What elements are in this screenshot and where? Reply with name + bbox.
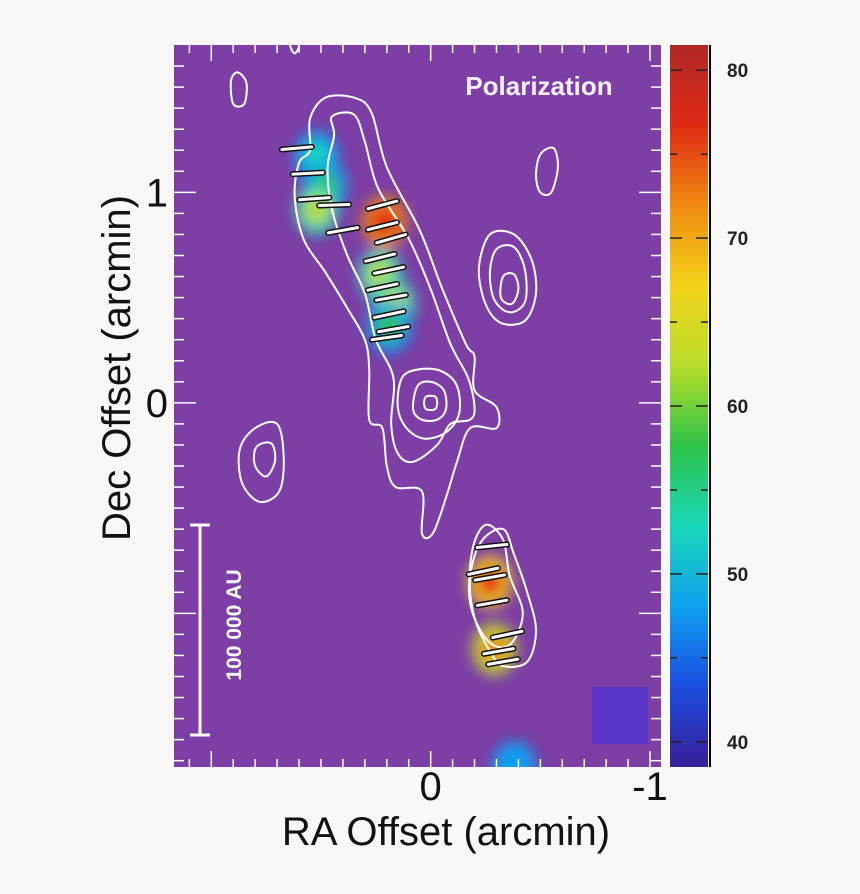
y-tick-label: 0 — [146, 382, 168, 426]
polarization-vector — [474, 597, 510, 609]
polarization-vector — [296, 194, 333, 203]
colorbar-tick-label: 70 — [727, 229, 748, 250]
polarization-vector — [368, 332, 405, 343]
polarization-vectors — [278, 143, 526, 668]
polarization-vector — [465, 565, 501, 578]
plot-area — [174, 45, 661, 767]
vector-line — [280, 145, 314, 151]
polarization-vector — [489, 628, 526, 641]
contour-line — [534, 146, 559, 196]
beam-size-marker — [592, 687, 648, 744]
polarization-vector — [316, 201, 353, 209]
vector-line — [486, 657, 520, 666]
polarization-vector — [375, 323, 412, 335]
contour-line — [477, 229, 538, 326]
colorbar-tick-label: 40 — [727, 733, 748, 754]
vector-line — [375, 233, 408, 245]
polarization-vector — [371, 264, 407, 277]
contour-line — [252, 441, 277, 478]
vector-line — [475, 542, 509, 550]
scale-bar-label: 100 000 AU — [223, 569, 246, 680]
panel-label: Polarization — [465, 71, 612, 101]
contour-line — [326, 111, 476, 464]
y-tick-label: 1 — [146, 171, 168, 215]
vector-line — [366, 282, 399, 292]
vector-line — [491, 629, 524, 640]
colorbar: 80 70 60 50 40 — [670, 45, 748, 767]
polarization-vector — [474, 541, 511, 551]
x-tick-label: -1 — [632, 765, 668, 809]
polarization-vector — [485, 656, 521, 668]
contour-line — [423, 394, 439, 411]
colorbar-tick-label: 50 — [727, 565, 748, 586]
colorbar-tick-label: 60 — [727, 397, 748, 418]
polarization-vector — [373, 291, 409, 304]
polarization-vector — [371, 308, 407, 321]
contour-line — [237, 420, 285, 504]
vector-line — [370, 334, 404, 342]
contour-line — [396, 367, 462, 440]
vector-line — [317, 202, 351, 208]
polarization-vector — [289, 169, 326, 178]
polarization-vector — [362, 250, 398, 265]
vector-line — [366, 220, 399, 232]
x-tick-label: 0 — [420, 765, 442, 809]
vector-line — [475, 598, 509, 607]
vector-line — [374, 293, 408, 302]
contour-line — [468, 527, 538, 668]
contour-line — [411, 380, 448, 422]
vector-line — [326, 226, 360, 235]
axis-ticks — [174, 45, 661, 767]
contour-line — [488, 244, 528, 314]
x-axis-label: RA Offset (arcmin) — [282, 810, 610, 854]
contour-line — [229, 71, 248, 108]
y-axis-label: Dec Offset (arcmin) — [95, 195, 139, 541]
intensity-contours — [229, 45, 559, 668]
contour-line — [289, 45, 301, 55]
vector-line — [364, 252, 397, 263]
polarization-vector — [364, 198, 400, 212]
polarization-vector — [373, 231, 409, 246]
scale-bar: 100 000 AU — [190, 523, 246, 737]
colorbar-ticks: 80 70 60 50 40 — [670, 61, 748, 754]
polarization-vector — [325, 224, 361, 236]
vector-line — [366, 199, 399, 211]
contour-line — [499, 272, 520, 306]
contour-line — [468, 523, 524, 649]
tick-labels: 0 -1 1 0 — [146, 171, 668, 809]
polarization-vector — [364, 280, 401, 294]
vector-line — [473, 573, 507, 582]
vector-line — [377, 325, 410, 334]
vector-line — [467, 566, 500, 576]
polarization-vector — [480, 645, 517, 657]
colorbar-tick-label: 80 — [727, 61, 748, 82]
vector-line — [482, 647, 515, 656]
vector-line — [372, 309, 406, 320]
polarization-vector — [472, 571, 508, 584]
vector-line — [372, 265, 406, 275]
polarization-vector — [364, 219, 400, 233]
vector-line — [291, 171, 325, 176]
plot-background — [174, 45, 661, 767]
polarization-vector — [278, 143, 315, 153]
contour-line — [293, 94, 501, 540]
vector-line — [297, 196, 331, 202]
intensity-blob-core — [501, 752, 528, 767]
